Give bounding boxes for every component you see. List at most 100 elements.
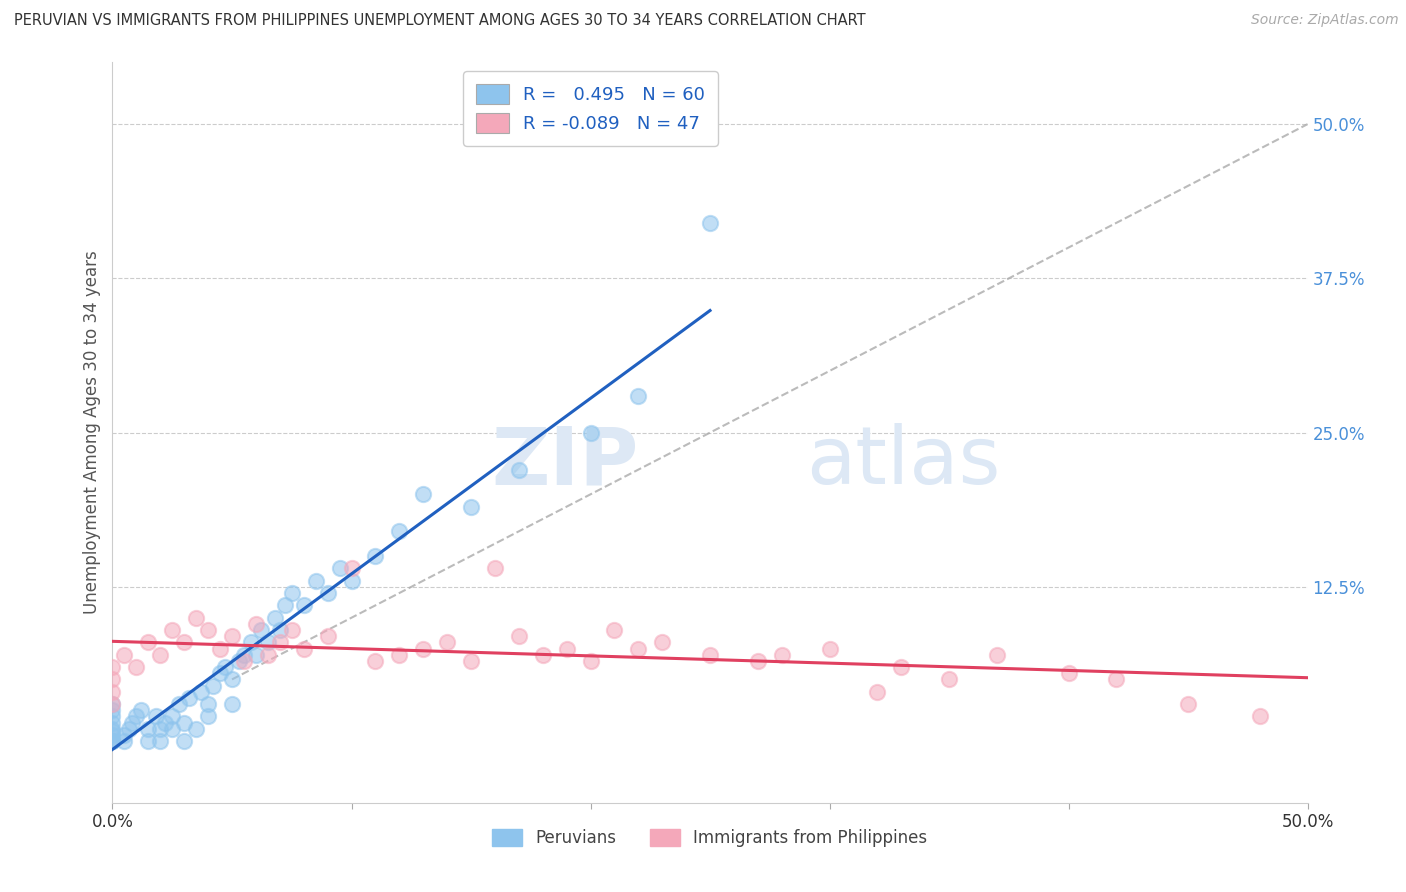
Point	[101, 709, 124, 723]
Point	[555, 641, 578, 656]
Point	[508, 629, 530, 643]
Point	[938, 673, 960, 687]
Point	[460, 654, 482, 668]
Point	[245, 648, 267, 662]
Point	[209, 641, 232, 656]
Point	[292, 641, 315, 656]
Legend: Peruvians, Immigrants from Philippines: Peruvians, Immigrants from Philippines	[486, 822, 934, 854]
Point	[866, 685, 889, 699]
Point	[1177, 697, 1199, 711]
Point	[292, 599, 315, 613]
Point	[269, 635, 291, 649]
Point	[101, 673, 124, 687]
Point	[149, 648, 172, 662]
Point	[412, 641, 434, 656]
Point	[233, 648, 256, 662]
Point	[177, 690, 200, 705]
Point	[340, 574, 363, 588]
Point	[890, 660, 912, 674]
Point	[125, 709, 148, 723]
Point	[186, 722, 208, 736]
Point	[281, 623, 304, 637]
Point	[240, 635, 263, 649]
Point	[101, 734, 124, 748]
Point	[201, 679, 224, 693]
Point	[269, 623, 291, 637]
Point	[138, 722, 160, 736]
Point	[1105, 673, 1128, 687]
Point	[579, 654, 602, 668]
Point	[149, 722, 172, 736]
Point	[245, 616, 267, 631]
Point	[747, 654, 769, 668]
Point	[627, 641, 650, 656]
Point	[197, 623, 219, 637]
Point	[364, 549, 387, 563]
Point	[1249, 709, 1271, 723]
Point	[273, 599, 295, 613]
Point	[651, 635, 673, 649]
Y-axis label: Unemployment Among Ages 30 to 34 years: Unemployment Among Ages 30 to 34 years	[83, 251, 101, 615]
Point	[340, 561, 363, 575]
Point	[484, 561, 506, 575]
Point	[101, 697, 124, 711]
Point	[233, 654, 256, 668]
Point	[305, 574, 328, 588]
Point	[627, 389, 650, 403]
Point	[101, 734, 124, 748]
Point	[121, 715, 143, 730]
Point	[173, 734, 195, 748]
Point	[197, 709, 219, 723]
Point	[173, 635, 195, 649]
Point	[221, 673, 243, 687]
Text: Source: ZipAtlas.com: Source: ZipAtlas.com	[1251, 13, 1399, 28]
Point	[101, 660, 124, 674]
Point	[149, 734, 172, 748]
Point	[101, 697, 124, 711]
Point	[101, 703, 124, 717]
Point	[190, 685, 212, 699]
Point	[114, 734, 135, 748]
Point	[101, 728, 124, 742]
Point	[460, 500, 482, 514]
Point	[169, 697, 191, 711]
Point	[364, 654, 387, 668]
Point	[129, 703, 152, 717]
Point	[316, 586, 339, 600]
Point	[162, 722, 183, 736]
Point	[221, 697, 243, 711]
Point	[125, 660, 148, 674]
Point	[316, 629, 339, 643]
Point	[699, 216, 721, 230]
Point	[118, 722, 141, 736]
Point	[221, 629, 243, 643]
Point	[257, 648, 280, 662]
Point	[699, 648, 721, 662]
Point	[388, 648, 411, 662]
Point	[145, 709, 167, 723]
Text: PERUVIAN VS IMMIGRANTS FROM PHILIPPINES UNEMPLOYMENT AMONG AGES 30 TO 34 YEARS C: PERUVIAN VS IMMIGRANTS FROM PHILIPPINES …	[14, 13, 866, 29]
Point	[1057, 666, 1080, 681]
Point	[249, 623, 271, 637]
Point	[138, 734, 160, 748]
Point	[264, 611, 287, 625]
Point	[101, 734, 124, 748]
Point	[101, 724, 124, 739]
Point	[173, 715, 195, 730]
Point	[228, 654, 250, 668]
Point	[197, 697, 219, 711]
Point	[153, 715, 176, 730]
Point	[186, 611, 208, 625]
Point	[818, 641, 841, 656]
Point	[257, 635, 280, 649]
Point	[770, 648, 793, 662]
Point	[986, 648, 1008, 662]
Point	[579, 425, 602, 440]
Point	[329, 561, 352, 575]
Point	[138, 635, 160, 649]
Point	[412, 487, 434, 501]
Point	[508, 462, 530, 476]
Point	[162, 709, 183, 723]
Text: atlas: atlas	[806, 423, 1000, 501]
Point	[281, 586, 304, 600]
